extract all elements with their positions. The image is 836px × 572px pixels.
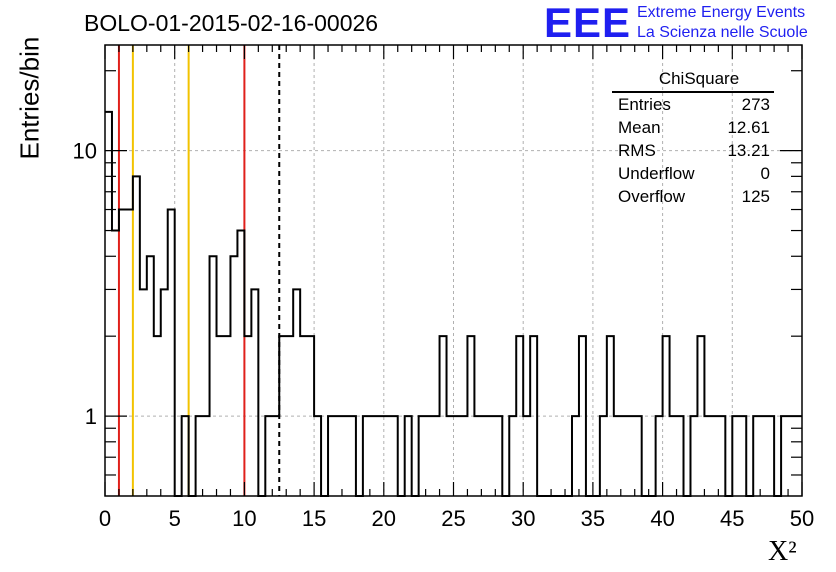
stats-row: Underflow 0 bbox=[618, 164, 770, 183]
stats-row: Mean 12.61 bbox=[618, 118, 770, 137]
eee-logo-text: Extreme Energy Events La Scienza nelle S… bbox=[637, 3, 808, 43]
x-tick-label: 5 bbox=[169, 506, 181, 531]
histogram-outline bbox=[105, 110, 802, 497]
x-tick-label: 30 bbox=[511, 506, 535, 531]
axis-ticks bbox=[104, 45, 803, 496]
x-tick-label: 50 bbox=[790, 506, 814, 531]
x-tick-label: 45 bbox=[720, 506, 744, 531]
x-axis-label: X² bbox=[768, 536, 797, 567]
x-tick-label: 40 bbox=[650, 506, 674, 531]
stats-row: Overflow 125 bbox=[618, 187, 770, 206]
y-tick-label: 1 bbox=[85, 404, 97, 429]
stats-row: Entries 273 bbox=[618, 95, 770, 114]
y-tick-label: 10 bbox=[73, 139, 97, 164]
stats-row: RMS 13.21 bbox=[618, 141, 770, 160]
plot-title: BOLO-01-2015-02-16-00026 bbox=[84, 10, 379, 36]
stats-box: ChiSquare Entries 273 Mean 12.61 RMS 13.21 … bbox=[612, 67, 774, 208]
y-axis-label: Entries/bin bbox=[14, 36, 45, 160]
x-tick-label: 20 bbox=[372, 506, 396, 531]
x-tick-label: 25 bbox=[441, 506, 465, 531]
x-tick-labels: 0 5 10 15 20 25 30 35 40 45 50 bbox=[99, 506, 814, 531]
threshold-lines bbox=[117, 45, 281, 496]
logo-line-1: Extreme Energy Events bbox=[637, 4, 806, 21]
logo-line-2: La Scienza nelle Scuole bbox=[637, 24, 808, 41]
x-tick-label: 15 bbox=[302, 506, 326, 531]
x-tick-label: 0 bbox=[99, 506, 111, 531]
x-tick-label: 10 bbox=[232, 506, 256, 531]
x-tick-label: 35 bbox=[581, 506, 605, 531]
stats-header: ChiSquare bbox=[612, 67, 774, 93]
eee-logo-mark: EEE bbox=[544, 0, 632, 46]
y-tick-labels: 1 10 bbox=[73, 139, 97, 429]
